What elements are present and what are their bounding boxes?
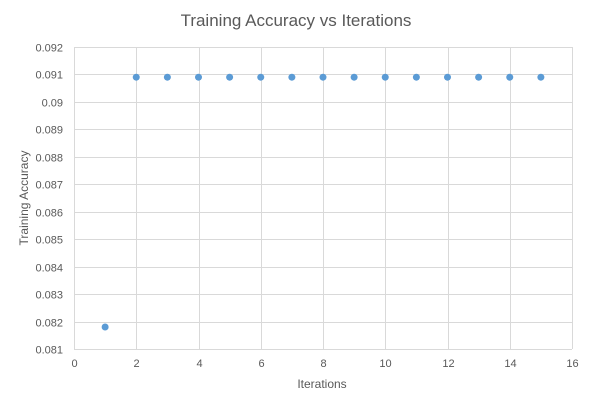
data-point	[163, 73, 171, 81]
data-point	[475, 73, 483, 81]
data-point	[537, 73, 545, 81]
x-axis-label: Iterations	[297, 377, 346, 391]
y-axis-label: Training Accuracy	[17, 151, 31, 246]
chart-title: Training Accuracy vs Iterations	[181, 11, 412, 30]
x-tick-label: 10	[379, 358, 391, 370]
data-point	[381, 73, 389, 81]
y-tick-label: 0.084	[35, 263, 63, 275]
y-tick-label: 0.088	[35, 153, 63, 165]
x-tick-label: 4	[196, 358, 202, 370]
y-tick-label: 0.085	[35, 235, 63, 247]
data-point	[195, 73, 202, 81]
x-tick-label: 6	[258, 358, 264, 370]
data-point	[226, 73, 234, 81]
y-tick-label: 0.083	[35, 290, 63, 302]
y-tick-label: 0.089	[35, 125, 63, 137]
x-tick-label: 8	[320, 358, 326, 370]
gridlines	[74, 47, 573, 350]
data-point	[288, 73, 296, 81]
data-point	[101, 323, 109, 331]
data-point	[319, 73, 327, 81]
x-tick-label: 14	[504, 358, 516, 370]
x-tick-label: 0	[71, 358, 77, 370]
y-tick-label: 0.092	[35, 43, 63, 55]
x-tick-label: 12	[442, 358, 454, 370]
data-point	[444, 73, 451, 81]
y-axis-ticks: 0.081 0.082 0.083 0.084 0.085 0.086 0.087 0.088…	[35, 43, 63, 357]
data-point	[257, 73, 265, 81]
data-point	[412, 73, 420, 81]
y-tick-label: 0.082	[35, 318, 63, 330]
data-points	[101, 73, 545, 331]
data-point	[350, 73, 358, 81]
data-point	[506, 73, 514, 81]
x-tick-label: 2	[133, 358, 139, 370]
y-tick-label: 0.091	[35, 70, 63, 82]
y-tick-label: 0.087	[35, 180, 63, 192]
y-tick-label: 0.086	[35, 208, 63, 220]
y-tick-label: 0.09	[42, 98, 63, 110]
x-axis-ticks: 0 2 4 6 8 10 12 14 16	[71, 358, 578, 370]
x-tick-label: 16	[566, 358, 578, 370]
y-tick-label: 0.081	[35, 345, 63, 357]
data-point	[132, 73, 140, 81]
